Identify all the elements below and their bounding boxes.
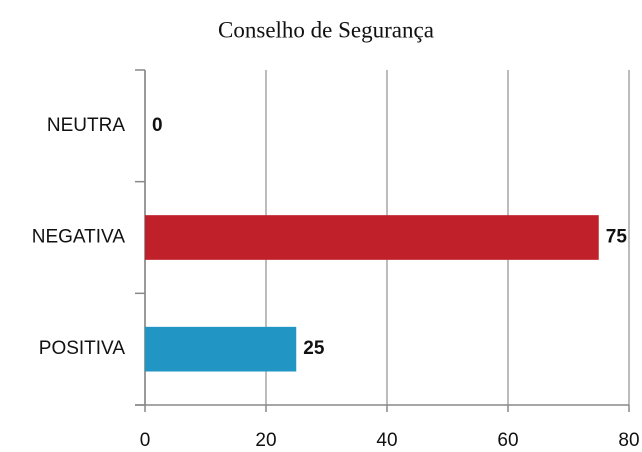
value-label: 0 <box>152 115 163 136</box>
x-tick-label: 0 <box>140 430 151 451</box>
y-tick-label: NEGATIVA <box>32 227 126 248</box>
chart-title: Conselho de Segurança <box>218 17 434 42</box>
x-tick-label: 40 <box>376 430 397 451</box>
value-label: 25 <box>303 338 325 359</box>
bar <box>145 326 297 372</box>
y-tick-label: NEUTRA <box>47 115 125 136</box>
x-tick-label: 80 <box>618 430 639 451</box>
x-tick-label: 20 <box>255 430 276 451</box>
y-tick-label: POSITIVA <box>39 338 126 359</box>
x-tick-label: 60 <box>497 430 518 451</box>
value-label: 75 <box>606 227 628 248</box>
bar <box>145 215 599 260</box>
